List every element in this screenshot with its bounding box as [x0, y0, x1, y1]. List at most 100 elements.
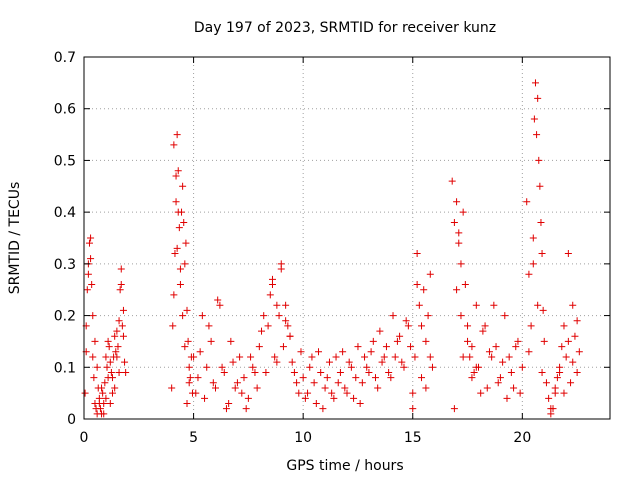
data-point — [101, 379, 109, 387]
data-point — [490, 301, 498, 309]
data-point — [507, 368, 515, 376]
data-point — [273, 358, 281, 366]
data-point — [220, 368, 228, 376]
data-point — [455, 229, 463, 237]
data-point — [556, 368, 564, 376]
data-point — [525, 270, 533, 278]
data-point — [529, 234, 537, 242]
data-point — [113, 353, 121, 361]
data-point — [85, 239, 93, 247]
data-point — [525, 348, 533, 356]
data-point — [450, 405, 458, 413]
data-point — [102, 353, 110, 361]
data-point — [174, 208, 182, 216]
data-point — [98, 384, 106, 392]
data-point — [376, 327, 384, 335]
data-point — [533, 131, 541, 139]
data-point — [251, 368, 259, 376]
data-point — [181, 260, 189, 268]
y-tick-label: 0.4 — [54, 205, 76, 221]
data-point — [551, 389, 559, 397]
data-point — [347, 363, 355, 371]
data-point — [185, 379, 193, 387]
grid-lines — [84, 57, 610, 419]
data-point — [317, 368, 325, 376]
data-point — [238, 389, 246, 397]
data-point — [567, 379, 575, 387]
data-point — [233, 379, 241, 387]
data-point — [201, 394, 209, 402]
data-point — [115, 317, 123, 325]
data-point — [106, 358, 114, 366]
data-point — [90, 374, 98, 382]
data-point — [249, 363, 257, 371]
data-point — [87, 255, 95, 263]
data-point — [89, 353, 97, 361]
data-point — [87, 234, 95, 242]
data-point — [530, 115, 538, 123]
data-point — [389, 312, 397, 320]
data-point — [306, 363, 314, 371]
data-point — [514, 337, 522, 345]
data-point — [400, 363, 408, 371]
data-point — [262, 368, 270, 376]
data-point — [481, 322, 489, 330]
data-point — [542, 379, 550, 387]
data-point — [466, 353, 474, 361]
data-point — [293, 379, 301, 387]
data-point — [117, 265, 125, 273]
data-point — [464, 322, 472, 330]
data-point — [343, 389, 351, 397]
data-point — [358, 379, 366, 387]
data-point — [341, 384, 349, 392]
y-tick-label: 0.7 — [54, 50, 76, 66]
data-point — [104, 337, 112, 345]
data-point — [207, 337, 215, 345]
data-point — [409, 389, 417, 397]
data-point — [562, 353, 570, 361]
data-point — [176, 265, 184, 273]
data-point — [472, 301, 480, 309]
data-point — [209, 379, 217, 387]
data-point — [275, 312, 283, 320]
data-point — [380, 353, 388, 361]
data-point — [391, 353, 399, 361]
data-point — [319, 405, 327, 413]
data-point — [352, 374, 360, 382]
y-tick-label: 0.2 — [54, 309, 76, 325]
data-point — [553, 374, 561, 382]
data-point — [103, 363, 111, 371]
data-point — [212, 384, 219, 392]
x-axis-label: GPS time / hours — [286, 458, 403, 474]
data-point — [382, 343, 390, 351]
data-point — [505, 353, 513, 361]
data-point — [315, 348, 323, 356]
data-point — [538, 250, 546, 258]
data-point — [455, 239, 463, 247]
data-point — [117, 281, 125, 289]
data-point — [483, 384, 491, 392]
data-point — [116, 286, 124, 294]
data-point — [424, 312, 432, 320]
data-point — [339, 348, 347, 356]
data-point — [545, 394, 553, 402]
data-point — [422, 384, 430, 392]
data-point — [172, 198, 180, 206]
data-point — [328, 389, 336, 397]
data-point — [173, 244, 181, 252]
data-point — [413, 250, 421, 258]
data-point — [569, 358, 577, 366]
data-point — [255, 343, 263, 351]
data-point — [321, 384, 329, 392]
data-point — [523, 198, 531, 206]
data-point — [304, 389, 312, 397]
data-point — [365, 368, 373, 376]
data-point — [573, 317, 581, 325]
data-point — [308, 353, 316, 361]
data-point — [529, 260, 537, 268]
data-point — [457, 312, 465, 320]
data-point — [182, 239, 190, 247]
data-point — [330, 394, 338, 402]
data-point — [171, 250, 179, 258]
data-point — [299, 374, 307, 382]
